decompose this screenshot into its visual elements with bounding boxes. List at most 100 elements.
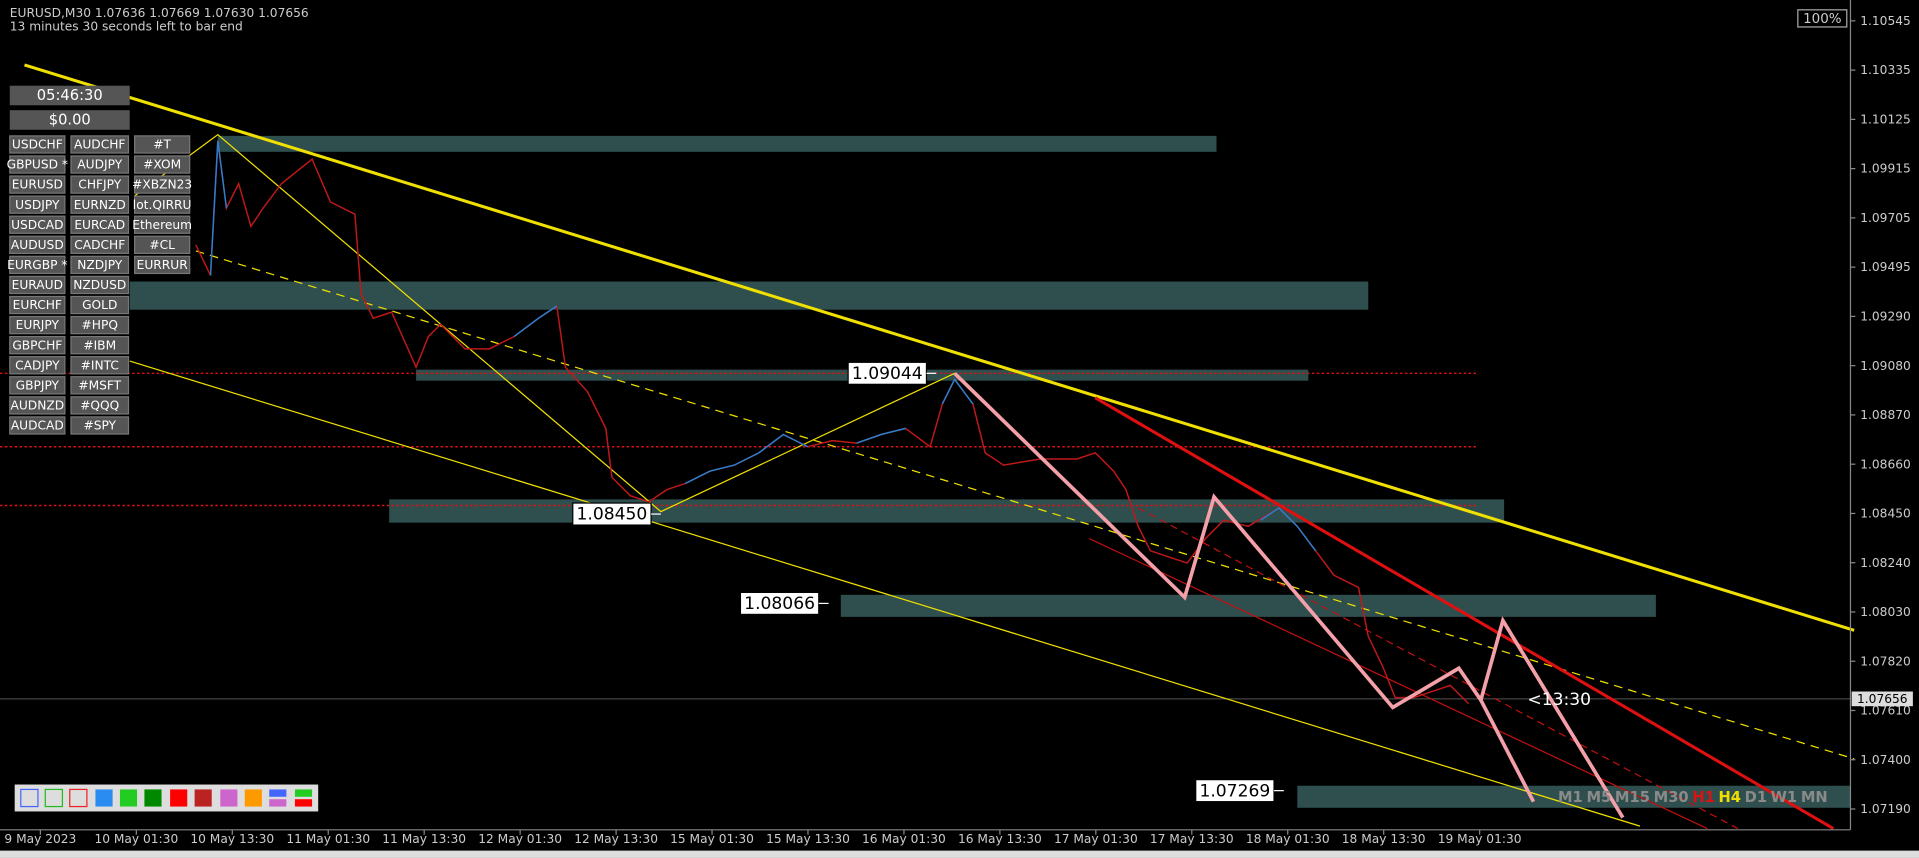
symbol-button[interactable]: [9, 315, 66, 335]
symbol-button-label[interactable]: GBPUSD *: [7, 158, 68, 172]
symbol-button[interactable]: [70, 315, 130, 335]
symbol-button-label[interactable]: #T: [153, 138, 171, 152]
symbol-button[interactable]: [70, 275, 130, 295]
color-toolbar[interactable]: [14, 784, 319, 812]
timeframe[interactable]: M30: [1654, 789, 1689, 806]
symbol-button[interactable]: [9, 295, 66, 315]
symbol-button[interactable]: [9, 255, 66, 275]
symbol-button-label[interactable]: NZDUSD: [73, 278, 126, 292]
timeframe[interactable]: H1: [1692, 789, 1715, 806]
symbol-button-label[interactable]: EURUSD: [12, 178, 63, 192]
symbol-button-label[interactable]: #XBZN23: [132, 178, 192, 192]
symbol-button[interactable]: [9, 175, 66, 194]
symbol-button[interactable]: [134, 155, 191, 174]
symbol-button[interactable]: [9, 195, 66, 214]
symbol-button[interactable]: [9, 396, 66, 415]
symbol-button[interactable]: [134, 215, 191, 234]
symbol-button[interactable]: [70, 356, 130, 375]
symbol-button[interactable]: [70, 376, 130, 395]
price-tick-label: 1.08660: [1860, 457, 1911, 471]
symbol-button-label[interactable]: #XOM: [143, 158, 181, 172]
symbol-button-label[interactable]: USDJPY: [15, 198, 60, 212]
symbol-button-label[interactable]: EURJPY: [16, 318, 60, 332]
symbol-button[interactable]: [134, 135, 191, 154]
price-tick-label: 1.09290: [1860, 310, 1911, 324]
symbol-button[interactable]: [70, 255, 130, 275]
symbol-button-label[interactable]: GBPCHF: [12, 338, 62, 352]
symbol-button[interactable]: [9, 135, 66, 154]
timeframe[interactable]: M15: [1615, 789, 1650, 806]
symbol-button-label[interactable]: CADJPY: [15, 358, 60, 372]
price-tick-label: 1.09080: [1860, 359, 1911, 373]
timeframe[interactable]: D1: [1745, 789, 1767, 806]
symbol-button-label[interactable]: #INTC: [81, 358, 119, 372]
symbol-button-label[interactable]: EURAUD: [12, 278, 63, 292]
symbol-button[interactable]: [70, 195, 130, 214]
tab-bar: [0, 850, 1919, 858]
price-axis: 1.10545 1.10335 1.10125 1.09915 1.09705 1.094…: [1850, 14, 1911, 816]
symbol-button[interactable]: [70, 155, 130, 174]
symbol-button[interactable]: [9, 356, 66, 375]
symbol-button[interactable]: [70, 295, 130, 315]
symbol-button-label[interactable]: CADCHF: [74, 238, 125, 252]
time-tick-label: 19 May 01:30: [1438, 832, 1522, 846]
symbol-button-label[interactable]: USDCHF: [12, 138, 63, 152]
symbol-button-label[interactable]: GOLD: [82, 298, 117, 312]
symbol-button-label[interactable]: CHFJPY: [78, 178, 121, 192]
timeframe[interactable]: M1: [1558, 789, 1583, 806]
time-tick-label: 18 May 13:30: [1342, 832, 1426, 846]
symbol-button[interactable]: [134, 195, 191, 214]
symbol-button[interactable]: [70, 416, 130, 435]
price-tick-label: 1.10125: [1860, 112, 1911, 126]
symbol-button-label[interactable]: EURGBP *: [7, 258, 67, 272]
symbol-button[interactable]: [134, 235, 191, 254]
timeframe[interactable]: MN: [1801, 789, 1828, 806]
symbol-button-label[interactable]: #IBM: [83, 338, 116, 352]
symbol-button[interactable]: [70, 335, 130, 355]
time-tick-label: 12 May 01:30: [478, 832, 562, 846]
trend-line: [195, 250, 1855, 760]
symbol-button-label[interactable]: EURRUR: [137, 258, 189, 272]
symbol-button[interactable]: [70, 135, 130, 154]
symbol-button-label[interactable]: #HPQ: [82, 318, 118, 332]
timeframe[interactable]: H4: [1719, 789, 1742, 806]
symbol-button[interactable]: [9, 275, 66, 295]
symbol-button[interactable]: [9, 215, 66, 234]
symbol-button-label[interactable]: AUDUSD: [11, 238, 64, 252]
symbol-button-label[interactable]: lot.QIRRU: [133, 198, 192, 212]
symbol-button-label[interactable]: #CL: [149, 238, 175, 252]
symbol-button[interactable]: [134, 175, 191, 194]
symbol-button-label[interactable]: EURNZD: [74, 198, 126, 212]
trend-line: [1088, 537, 1708, 830]
symbol-button-label[interactable]: AUDJPY: [77, 158, 122, 172]
symbol-button-label[interactable]: NZDJPY: [77, 258, 123, 272]
symbol-button-label[interactable]: AUDNZD: [11, 398, 65, 412]
timeframe[interactable]: M5: [1586, 789, 1611, 806]
symbol-button-label[interactable]: Ethereum: [132, 218, 192, 232]
symbol-button[interactable]: [70, 396, 130, 415]
timeframe[interactable]: W1: [1771, 789, 1797, 806]
symbol-button-label[interactable]: USDCAD: [11, 218, 63, 232]
symbol-button-label[interactable]: AUDCAD: [11, 419, 64, 433]
timeframes: M1 M5 M15 M30 H1 H4 D1 W1 MN: [1558, 789, 1828, 806]
symbol-button[interactable]: [9, 376, 66, 395]
symbol-button-label[interactable]: EURCHF: [13, 298, 62, 312]
time-tick-label: 9 May 2023: [4, 832, 76, 846]
symbol-button[interactable]: [134, 255, 191, 275]
symbol-button-label[interactable]: AUDCHF: [74, 138, 125, 152]
symbol-button[interactable]: [9, 155, 66, 174]
symbol-button[interactable]: [70, 215, 130, 234]
symbol-button[interactable]: [9, 335, 66, 355]
symbol-button-label[interactable]: EURCAD: [74, 218, 125, 232]
symbol-button[interactable]: [9, 235, 66, 254]
price-tick-label: 1.08240: [1860, 556, 1911, 570]
symbol-button-label[interactable]: GBPJPY: [16, 378, 60, 392]
price-tick-label: 1.08870: [1860, 408, 1911, 422]
symbol-button-label[interactable]: #SPY: [83, 419, 116, 433]
symbol-button[interactable]: [9, 416, 66, 435]
symbol-button-label[interactable]: #QQQ: [80, 398, 119, 412]
symbol-button[interactable]: [70, 235, 130, 254]
symbol-button[interactable]: [70, 175, 130, 194]
symbol-button-label[interactable]: #MSFT: [78, 378, 121, 392]
